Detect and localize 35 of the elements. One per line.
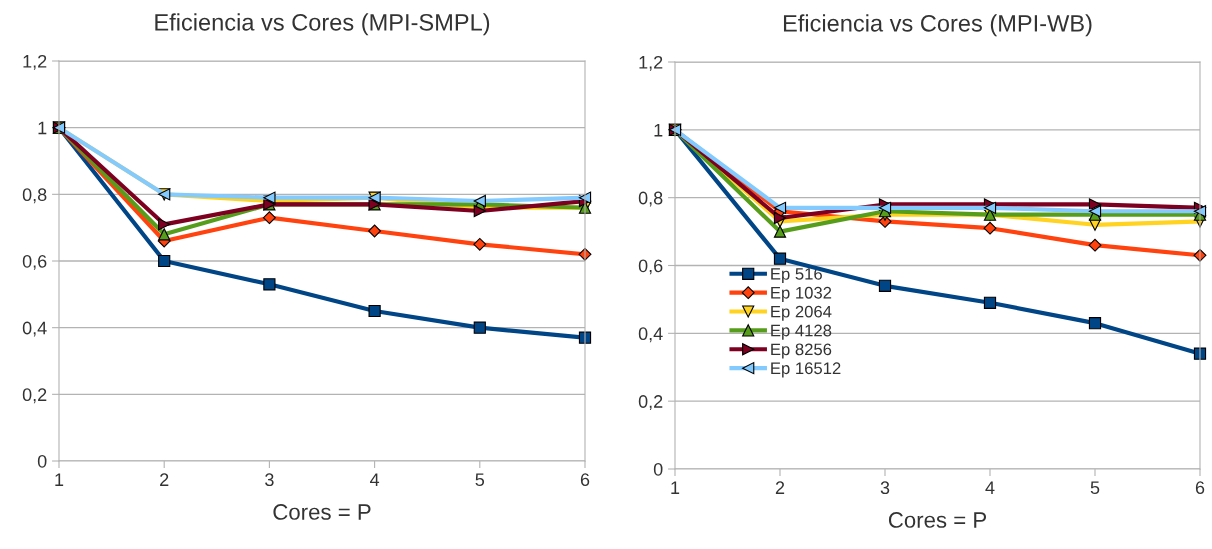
y-tick-label: 0: [37, 454, 47, 468]
y-tick-label: 1,2: [639, 55, 663, 71]
x-tick-label: 3: [880, 481, 890, 495]
x-tick-label: 4: [985, 481, 995, 494]
y-tick-label: 0,6: [22, 254, 47, 270]
x-tick-label: 3: [265, 473, 274, 487]
y-tick-label: 1: [654, 123, 663, 137]
x-axis-title: Cores = P: [273, 504, 371, 520]
y-tick-label: 0,2: [22, 388, 47, 404]
y-tick-label: 0: [653, 462, 663, 476]
y-tick-label: 0,2: [638, 395, 663, 411]
y-tick-label: 0,4: [22, 321, 47, 337]
y-tick-label: 0,6: [638, 259, 663, 275]
legend-label: Ep 16512: [771, 362, 841, 378]
x-tick-label: 6: [1195, 481, 1205, 495]
chart-title: Eficiencia vs Cores (MPI-SMPL): [155, 13, 490, 36]
x-tick-label: 1: [671, 481, 680, 494]
legend-label: Ep 2064: [771, 305, 832, 321]
x-tick-label: 2: [160, 473, 169, 486]
x-axis-title: Cores = P: [888, 512, 987, 528]
x-tick-label: 2: [775, 481, 785, 494]
legend-label: Ep 8256: [771, 343, 832, 359]
y-tick-label: 0,4: [638, 327, 663, 343]
y-tick-label: 1,2: [23, 54, 47, 70]
y-tick-label: 0,8: [22, 188, 47, 204]
legend-label: Ep 4128: [771, 324, 832, 340]
x-tick-label: 5: [1090, 481, 1100, 495]
y-tick-label: 1: [38, 121, 47, 135]
x-tick-label: 4: [369, 473, 380, 486]
legend-label: Ep 1032: [771, 286, 832, 302]
y-tick-label: 0,8: [638, 191, 663, 207]
chart-title: Eficiencia vs Cores (MPI-WB): [783, 14, 1092, 37]
x-tick-label: 6: [580, 473, 590, 487]
x-tick-label: 5: [475, 473, 485, 487]
x-tick-label: 1: [55, 473, 64, 486]
